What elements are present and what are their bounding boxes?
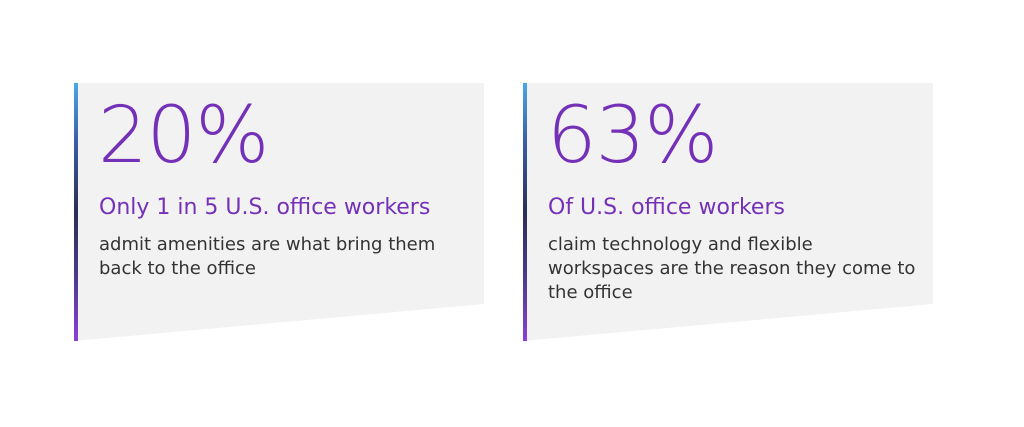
stat-headline: Of U.S. office workers [548,195,785,220]
stat-card-technology: 63% Of U.S. office workers claim technol… [523,83,933,341]
stat-value: 63% [547,91,718,181]
stat-description: claim technology and flexible workspaces… [548,234,916,303]
accent-bar [74,83,78,341]
stat-value: 20% [98,91,269,181]
card-background [523,83,933,341]
stat-description: admit amenities are what bring them back… [99,234,436,279]
card-background [74,83,484,341]
stat-headline: Only 1 in 5 U.S. office workers [99,195,431,220]
stat-card-amenities: 20% Only 1 in 5 U.S. office workers admi… [74,83,484,341]
accent-bar [523,83,527,341]
